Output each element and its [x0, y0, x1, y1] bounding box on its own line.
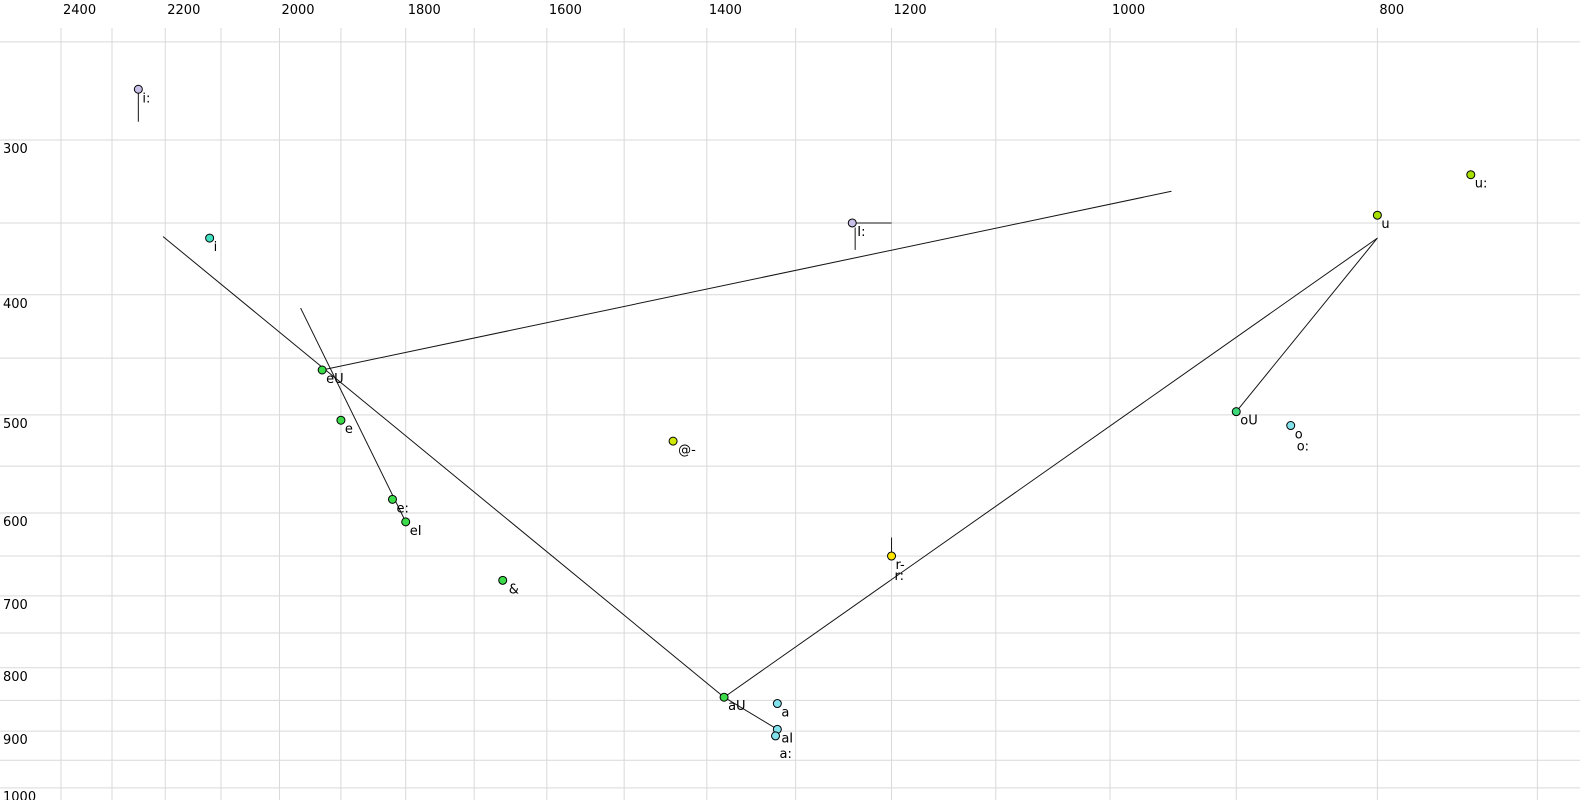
x-tick-1600: 1600 — [549, 3, 582, 18]
x-axis-tick-labels: 2400 2200 2000 1800 1600 1400 1200 1000 800 — [63, 3, 1404, 18]
x-tick-1000: 1000 — [1112, 3, 1145, 18]
point-label-u:: u: — [1475, 177, 1488, 192]
point-label-aI: aI — [781, 731, 793, 746]
line-front-to-aU — [162, 236, 725, 698]
y-tick-500: 500 — [3, 417, 28, 432]
point-a: — [771, 731, 781, 741]
point-label-o: o — [1295, 428, 1303, 443]
point-label-r-: r- — [896, 558, 906, 573]
point-o — [1286, 421, 1296, 431]
x-tick-2000: 2000 — [281, 3, 314, 18]
line-oU-to-U — [1235, 237, 1378, 412]
point-I: — [847, 218, 857, 228]
point-label-r:: r: — [895, 569, 905, 584]
y-tick-900: 900 — [3, 733, 28, 748]
line-aU-to-aI — [723, 696, 778, 730]
line-eU-glide — [322, 190, 1172, 371]
point-label-u: u — [1381, 217, 1389, 232]
point-r- — [887, 551, 897, 561]
x-tick-2200: 2200 — [167, 3, 200, 18]
y-tick-700: 700 — [3, 598, 28, 613]
point-e — [336, 415, 346, 425]
line-eI-glide — [300, 307, 407, 523]
point-label-o:: o: — [1297, 440, 1309, 455]
point-u — [1372, 210, 1382, 220]
point-aU — [719, 692, 729, 702]
y-tick-800: 800 — [3, 670, 28, 685]
points-layer: i: i eU e e:eI & @- I: r-r: aU a aIa: u: u oU oo: — [133, 84, 1488, 762]
point-label-e: e — [345, 422, 353, 437]
point-e: — [387, 494, 397, 504]
point-label-oU: oU — [1240, 414, 1257, 429]
y-tick-600: 600 — [3, 515, 28, 530]
point-label-eI: eI — [410, 524, 422, 539]
point-a — [772, 699, 782, 709]
point-label-eU: eU — [326, 372, 344, 387]
point-label-a: a — [781, 706, 789, 721]
point-@- — [668, 436, 678, 446]
point-u: — [1466, 170, 1476, 180]
point-label-aU: aU — [728, 699, 745, 714]
trajectory-layer — [137, 93, 1378, 730]
point-i — [205, 233, 215, 243]
point-label-@-: @- — [678, 443, 696, 458]
line-aU-to-U — [723, 237, 1378, 698]
point-label-I:: I: — [857, 225, 865, 240]
point-label-i:: i: — [142, 91, 150, 106]
point-& — [498, 575, 508, 585]
point-label-i: i — [214, 240, 218, 255]
x-tick-1800: 1800 — [408, 3, 441, 18]
y-tick-400: 400 — [3, 297, 28, 312]
point-label-a:: a: — [780, 747, 792, 762]
y-tick-1000: 1000 — [3, 790, 36, 800]
x-tick-2400: 2400 — [63, 3, 96, 18]
point-i: — [133, 84, 143, 94]
y-axis-tick-labels: 300 400 500 600 700 800 900 1000 — [3, 142, 36, 800]
grid-layer — [0, 28, 1580, 800]
point-eI — [401, 517, 411, 527]
point-oU — [1231, 407, 1241, 417]
x-tick-1400: 1400 — [709, 3, 742, 18]
x-tick-1200: 1200 — [894, 3, 927, 18]
point-eU — [317, 365, 327, 375]
x-tick-800: 800 — [1379, 3, 1404, 18]
point-label-&: & — [509, 582, 519, 597]
y-tick-300: 300 — [3, 142, 28, 157]
point-label-e:: e: — [396, 501, 408, 516]
